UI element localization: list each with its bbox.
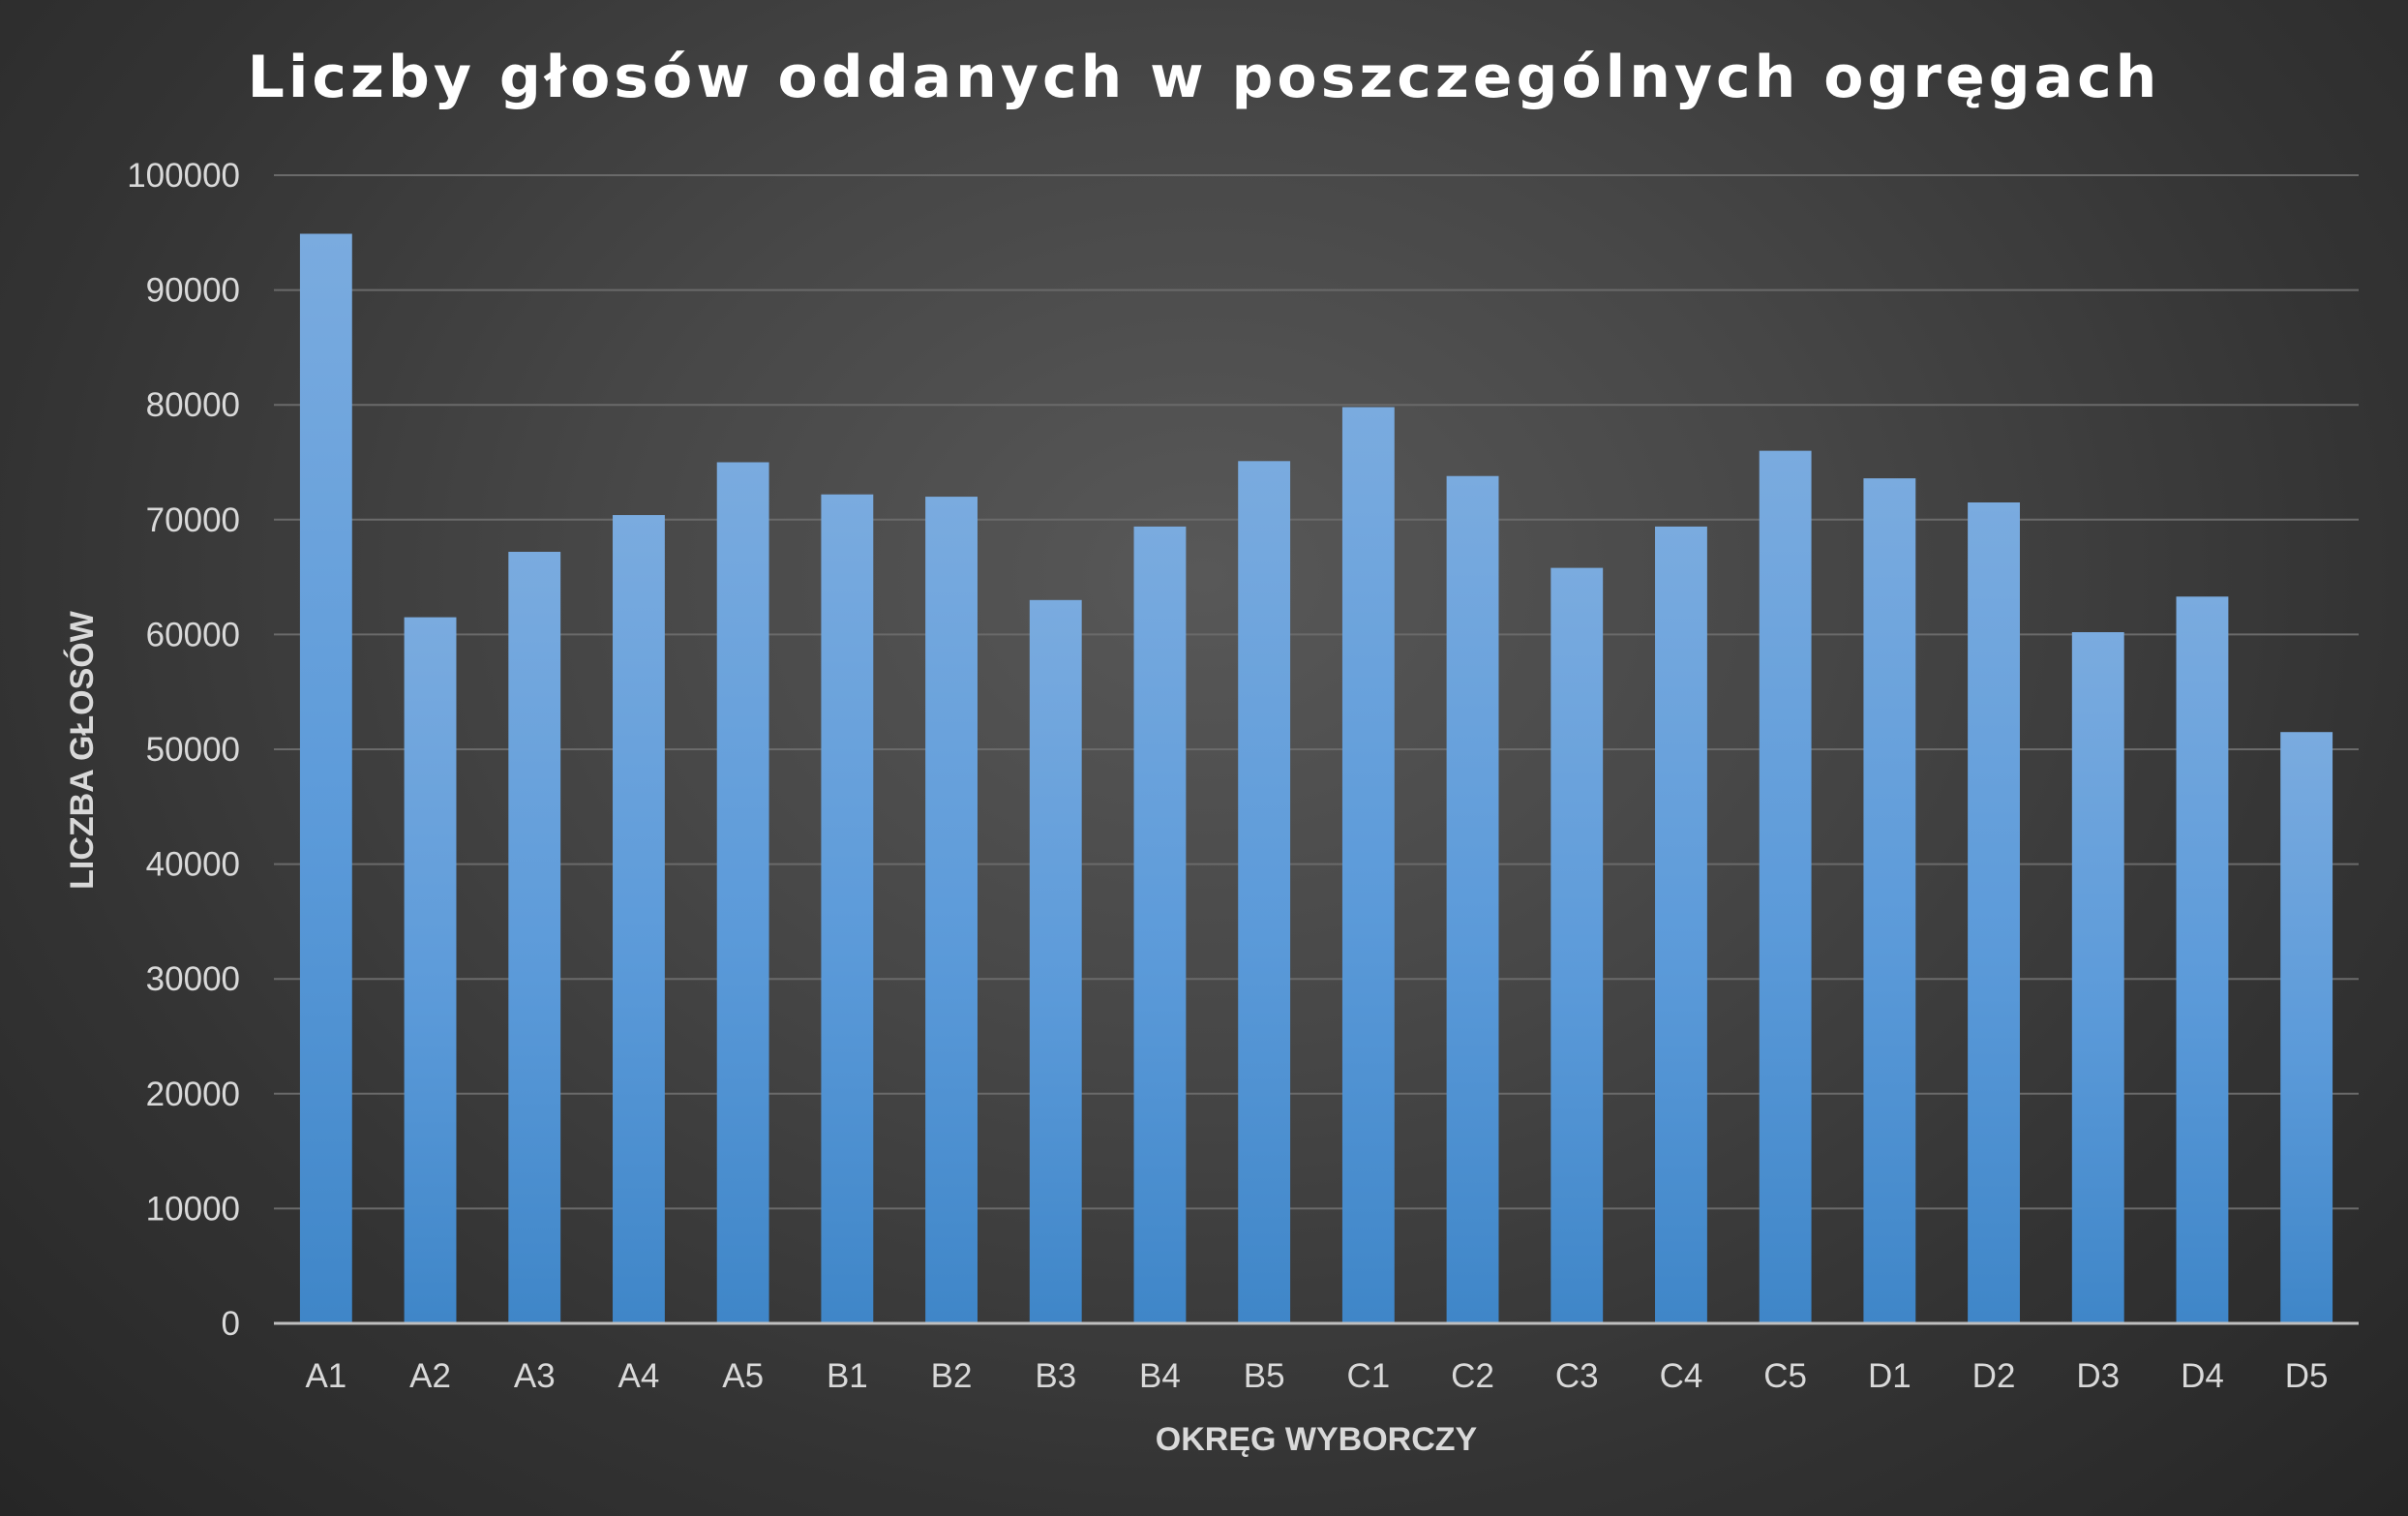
x-tick-label: B2 (931, 1357, 973, 1395)
y-axis-title: LICZBA GŁOSÓW (64, 610, 101, 890)
x-tick-label: A1 (305, 1357, 346, 1395)
x-tick-label: C1 (1346, 1357, 1390, 1395)
x-tick-label: D4 (2181, 1357, 2224, 1395)
bar-c3 (1550, 567, 1604, 1323)
y-tick-label: 70000 (146, 501, 240, 539)
y-tick-label: 80000 (146, 386, 240, 424)
bar-d5 (2280, 732, 2333, 1323)
y-tick-label: 10000 (146, 1190, 240, 1228)
bar-b1 (821, 494, 874, 1323)
x-tick-label: D3 (2076, 1357, 2120, 1395)
bar-d4 (2176, 596, 2229, 1323)
x-tick-label: B1 (827, 1357, 868, 1395)
x-tick-label: D5 (2285, 1357, 2329, 1395)
y-axis-tick-labels: 0 10000 20000 30000 40000 50000 60000 70000 8000… (127, 157, 240, 1343)
bar-b2 (925, 497, 978, 1323)
bars (299, 233, 2333, 1324)
x-tick-label: C4 (1660, 1357, 1703, 1395)
y-tick-label: 50000 (146, 731, 240, 769)
bar-c1 (1341, 407, 1395, 1323)
bar-c4 (1655, 526, 1707, 1323)
x-tick-label: C5 (1763, 1357, 1807, 1395)
bar-c2 (1446, 475, 1499, 1323)
x-tick-label: A3 (514, 1357, 556, 1395)
bar-d3 (2071, 632, 2124, 1323)
y-tick-label: 0 (222, 1305, 240, 1343)
chart-title: Liczby głosów oddanych w poszczególnych … (248, 44, 2161, 111)
bar-a5 (716, 462, 769, 1323)
x-axis-tick-labels: A1 A2 A3 A4 A5 B1 B2 B3 B4 B5 C1 C2 C3 C4 C5 D1 D2 D3 D4 D5 (305, 1357, 2328, 1395)
x-tick-label: D1 (1868, 1357, 1911, 1395)
bar-b4 (1133, 526, 1187, 1323)
x-tick-label: A5 (722, 1357, 764, 1395)
x-tick-label: A2 (409, 1357, 451, 1395)
x-tick-label: C2 (1451, 1357, 1494, 1395)
y-tick-label: 30000 (146, 960, 240, 998)
bar-d1 (1863, 478, 1916, 1323)
y-tick-label: 60000 (146, 616, 240, 653)
bar-a1 (299, 233, 352, 1324)
bar-a3 (508, 552, 561, 1323)
x-tick-label: D2 (1972, 1357, 2016, 1395)
y-tick-label: 90000 (146, 272, 240, 310)
bar-a2 (404, 617, 457, 1323)
y-tick-label: 20000 (146, 1076, 240, 1113)
y-tick-label: 40000 (146, 846, 240, 884)
gridlines (274, 174, 2359, 1210)
x-tick-label: B3 (1035, 1357, 1076, 1395)
bar-b3 (1029, 599, 1082, 1323)
x-axis-title: OKRĘG WYBORCZY (1156, 1421, 1478, 1458)
y-tick-label: 100000 (127, 157, 240, 195)
x-tick-label: B4 (1139, 1357, 1181, 1395)
bar-b5 (1238, 461, 1291, 1324)
bar-a4 (613, 515, 665, 1323)
x-tick-label: B5 (1244, 1357, 1285, 1395)
bar-c5 (1759, 450, 1812, 1323)
bar-d2 (1968, 502, 2020, 1323)
x-tick-label: C3 (1555, 1357, 1599, 1395)
x-tick-label: A4 (618, 1357, 660, 1395)
